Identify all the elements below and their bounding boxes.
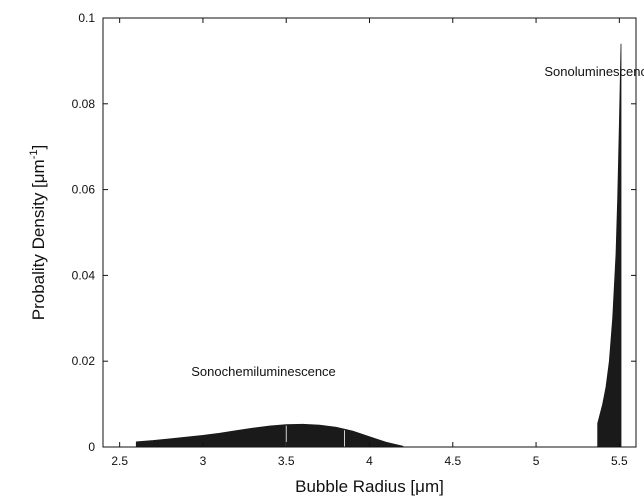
x-tick-label: 5: [533, 454, 540, 468]
x-tick-label: 3: [200, 454, 207, 468]
y-tick-label: 0.1: [78, 11, 95, 25]
x-axis-title: Bubble Radius [μm]: [295, 477, 444, 496]
y-tick-label: 0.02: [72, 354, 96, 368]
y-tick-label: 0.08: [72, 97, 96, 111]
axis-ticks: 2.5 3 3.5 4 4.5 5 5.5 0 0.02 0.04 0.06 0.08 0.1: [72, 11, 636, 468]
annotation-2: Sonochemiluminescence: [191, 364, 336, 379]
x-tick-label: 4.5: [444, 454, 461, 468]
x-tick-label: 3.5: [278, 454, 295, 468]
axes-box: [102, 17, 637, 448]
x-tick-label: 4: [366, 454, 373, 468]
y-tick-label: 0: [88, 440, 95, 454]
y-tick-label: 0.06: [72, 183, 96, 197]
x-tick-label: 2.5: [111, 454, 128, 468]
density-area-2: [597, 43, 622, 448]
annotation-1: Sonoluminescence: [544, 64, 644, 79]
y-tick-label: 0.04: [72, 268, 96, 282]
y-axis-title: Probality Density [μm-1]: [28, 145, 48, 320]
x-tick-label: 5.5: [611, 454, 628, 468]
data-fills: [135, 43, 622, 448]
density-area-1: [135, 423, 404, 448]
annotations: Sonoluminescence Sonochemiluminescence: [191, 64, 644, 379]
